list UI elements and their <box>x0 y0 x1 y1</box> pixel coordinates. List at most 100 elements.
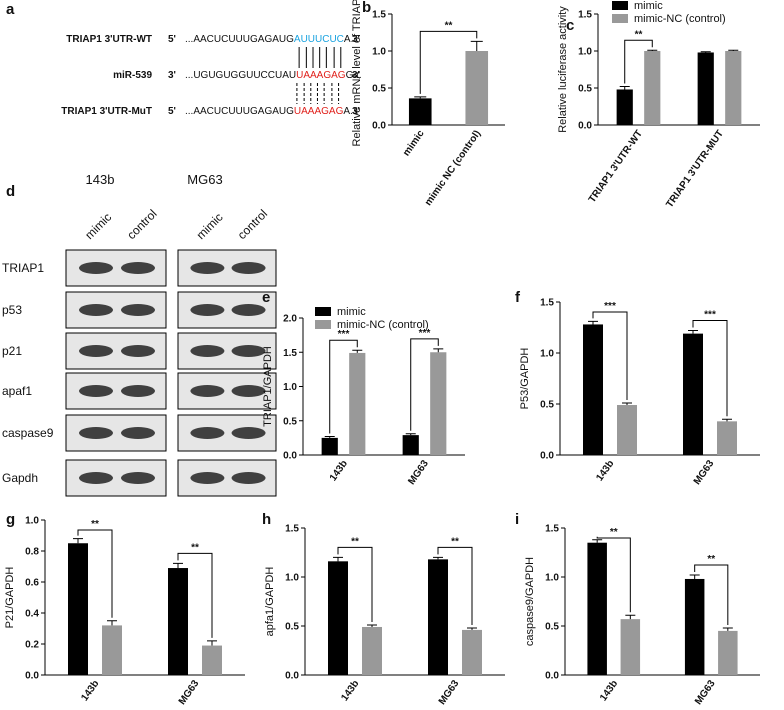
y-tick-label: 0.0 <box>578 121 592 132</box>
panel-label: g <box>6 511 15 528</box>
y-tick-label: 0.0 <box>285 671 299 682</box>
y-tick-label: 0.4 <box>25 609 39 620</box>
bar <box>68 543 88 675</box>
x-tick-label: MG63 <box>437 678 462 707</box>
legend-label: mimic <box>337 306 366 318</box>
significance-label: ** <box>445 20 453 31</box>
y-tick-label: 1.5 <box>283 348 297 359</box>
sequence: ...AACUCUUUGAGAUGAUUUCUCA... <box>185 34 359 45</box>
x-tick-label: 143b <box>339 678 361 703</box>
sequence-end: 3' <box>168 70 176 81</box>
x-tick-label: 143b <box>598 678 620 703</box>
legend-label: mimic-NC (control) <box>634 13 726 25</box>
significance-label: *** <box>338 329 350 340</box>
error-bar <box>405 433 416 436</box>
legend-label: mimic <box>634 0 663 12</box>
significance-label: ** <box>351 536 359 547</box>
significance-bracket <box>177 552 213 638</box>
x-tick-label: 143b <box>79 678 101 703</box>
y-axis-label: caspase9/GAPDH <box>524 557 536 646</box>
sequence-suffix: G... <box>346 70 362 81</box>
bar <box>402 435 419 455</box>
error-bar <box>333 556 343 562</box>
binding-site: AUUUCUC <box>294 34 344 45</box>
blot-band <box>79 345 113 357</box>
x-tick-label: TRIAP1 3'UTR-WT <box>587 128 645 205</box>
y-axis-label: TRIAP1/GAPDH <box>262 346 274 427</box>
protein-label: Gapdh <box>2 471 38 485</box>
protein-label: caspase9 <box>2 426 54 440</box>
y-tick-label: 1.5 <box>540 298 554 309</box>
error-bar <box>647 49 658 51</box>
blot-band <box>231 345 266 357</box>
blot-band <box>190 472 225 484</box>
error-bar <box>700 51 711 53</box>
lane-label: control <box>235 207 270 242</box>
legend-swatch <box>612 14 628 23</box>
blot-band <box>121 385 155 397</box>
y-tick-label: 0.5 <box>545 622 559 633</box>
x-tick-label: MG63 <box>692 458 717 487</box>
significance-label: ** <box>707 554 715 565</box>
error-bar <box>414 96 427 99</box>
sequence-name: TRIAP1 3'UTR-MuT <box>61 106 152 117</box>
error-bar <box>467 627 477 630</box>
blot-band <box>190 262 225 274</box>
y-tick-label: 1.0 <box>285 573 299 584</box>
y-tick-label: 1.0 <box>283 382 297 393</box>
blot-band <box>79 262 113 274</box>
sequence-name: TRIAP1 3'UTR-WT <box>66 34 152 45</box>
blot-band <box>121 262 155 274</box>
blot-band <box>79 304 113 316</box>
bar <box>717 421 737 455</box>
error-bar <box>689 574 700 579</box>
protein-label: p53 <box>2 303 22 317</box>
significance-bracket <box>77 529 113 618</box>
x-tick-label: MG63 <box>693 678 718 707</box>
bar <box>620 619 641 675</box>
y-tick-label: 0.2 <box>25 640 39 651</box>
significance-bracket <box>694 564 729 625</box>
error-bar <box>722 627 733 631</box>
y-tick-label: 1.0 <box>540 349 554 360</box>
panel-label: c <box>566 17 574 34</box>
error-bar <box>722 418 732 422</box>
y-tick-label: 0.6 <box>25 578 39 589</box>
significance-label: ** <box>91 519 99 530</box>
y-tick-label: 0.0 <box>372 121 386 132</box>
significance-bracket <box>419 30 478 94</box>
protein-label: p21 <box>2 344 22 358</box>
blot-band <box>121 427 155 439</box>
panel-label: e <box>262 289 270 306</box>
bar <box>362 626 382 675</box>
binding-site: UAAAGAG <box>296 70 346 81</box>
bar <box>583 324 603 455</box>
significance-label: *** <box>704 310 716 321</box>
panel-label: f <box>515 289 521 306</box>
bar <box>202 645 222 675</box>
bar <box>644 51 661 125</box>
significance-label: ** <box>610 527 618 538</box>
blot-band <box>121 304 155 316</box>
error-bar <box>73 538 83 544</box>
blot-band <box>190 304 225 316</box>
y-tick-label: 0.5 <box>285 622 299 633</box>
error-bar <box>588 320 598 325</box>
y-tick-label: 0.5 <box>283 416 297 427</box>
bar <box>697 52 714 126</box>
panel-label: d <box>6 183 15 200</box>
blot-band <box>121 345 155 357</box>
y-tick-label: 1.5 <box>545 524 559 535</box>
blot-band <box>231 472 266 484</box>
cell-line: 143b <box>86 172 115 187</box>
error-bar <box>352 349 363 353</box>
bar <box>102 625 122 675</box>
x-tick-label: MG63 <box>406 458 431 487</box>
sequence-end: 5' <box>168 34 176 45</box>
sequence-suffix: A... <box>344 34 359 45</box>
error-bar <box>470 40 483 51</box>
protein-label: TRIAP1 <box>2 261 44 275</box>
y-tick-label: 0.0 <box>25 671 39 682</box>
y-tick-label: 1.0 <box>578 47 592 58</box>
